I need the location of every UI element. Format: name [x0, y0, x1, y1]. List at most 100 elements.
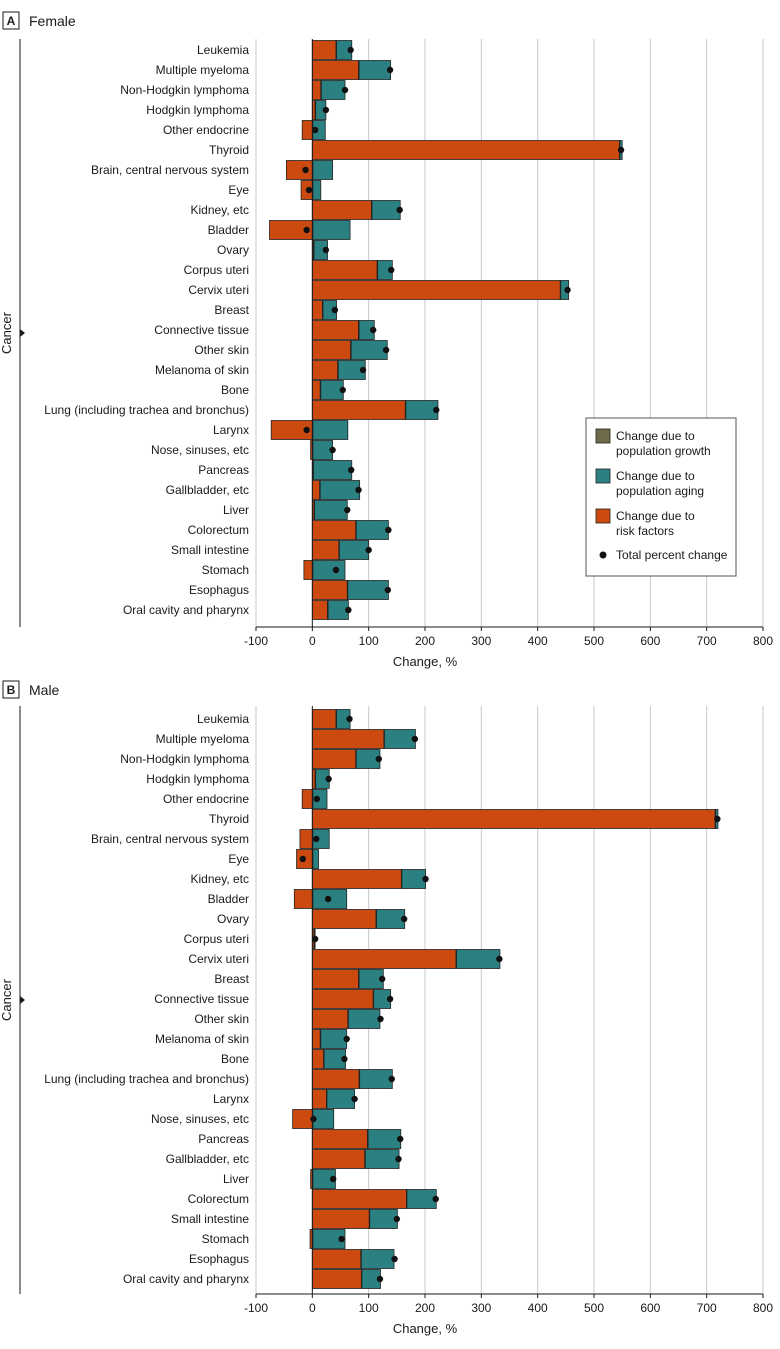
panel-letter: B	[7, 683, 16, 697]
x-axis-label: Change, %	[393, 1321, 458, 1336]
x-tick-label: -100	[244, 634, 268, 648]
bar-risk-factors	[311, 140, 620, 160]
x-tick-label: 0	[309, 1301, 316, 1315]
category-label: Small intestine	[171, 1212, 249, 1226]
category-label: Thyroid	[209, 812, 249, 826]
category-row: Lung (including trachea and bronchus)	[44, 400, 440, 420]
panel-title: Male	[29, 682, 60, 698]
category-row: Bladder	[208, 220, 351, 240]
bar-population-aging	[312, 560, 346, 580]
point-total-change	[347, 46, 354, 54]
category-row: Colorectum	[188, 520, 392, 540]
category-label: Lung (including trachea and bronchus)	[44, 1072, 249, 1086]
category-row: Leukemia	[197, 709, 353, 729]
category-label: Kidney, etc	[191, 872, 249, 886]
bar-risk-factors	[311, 1089, 327, 1109]
category-row: Cervix uteri	[188, 280, 571, 300]
category-row: Gallbladder, etc	[166, 1149, 402, 1169]
category-label: Thyroid	[209, 143, 249, 157]
point-total-change	[388, 266, 395, 274]
legend-label-aging: Change due to population aging	[616, 469, 704, 498]
y-axis-marker	[20, 329, 25, 337]
point-total-change	[386, 66, 394, 74]
bar-population-aging	[312, 1229, 346, 1249]
bar-risk-factors	[311, 1049, 325, 1069]
bar-risk-factors	[299, 829, 313, 849]
panel-a: A Female Cancer Leukemia Multiple myeloma Non…	[0, 11, 773, 669]
category-label: Bone	[221, 1052, 249, 1066]
point-total-change	[395, 1155, 402, 1163]
point-total-change	[311, 126, 319, 134]
bar-risk-factors	[311, 809, 716, 829]
category-label: Non-Hodgkin lymphoma	[120, 752, 249, 766]
category-row: Nose, sinuses, etc	[151, 440, 336, 460]
category-row: Other skin	[194, 340, 390, 360]
category-row: Connective tissue	[154, 989, 394, 1009]
point-total-change	[348, 466, 355, 474]
bar-risk-factors	[311, 60, 359, 80]
category-row: Kidney, etc	[191, 869, 429, 889]
category-row: Leukemia	[197, 40, 354, 60]
bar-population-aging	[358, 60, 392, 80]
point-total-change	[302, 166, 309, 174]
bar-risk-factors	[311, 480, 321, 500]
bar-risk-factors	[311, 300, 323, 320]
bar-population-aging	[326, 1089, 355, 1109]
x-tick-label: 500	[584, 634, 604, 648]
bar-population-aging	[312, 180, 322, 200]
category-label: Liver	[223, 503, 249, 517]
bar-risk-factors	[311, 1189, 407, 1209]
legend: Change due to population growth Change due…	[585, 417, 737, 577]
bar-population-aging	[456, 949, 501, 969]
point-total-change	[310, 1115, 317, 1123]
bar-risk-factors	[311, 1149, 366, 1169]
category-label: Hodgkin lymphoma	[146, 103, 249, 117]
category-row: Multiple myeloma	[156, 729, 419, 749]
category-label: Ovary	[217, 243, 249, 257]
point-total-change	[382, 346, 390, 354]
category-label: Stomach	[202, 1232, 249, 1246]
x-tick-label: 100	[359, 634, 379, 648]
category-label: Eye	[228, 183, 249, 197]
category-label: Pancreas	[198, 1132, 249, 1146]
category-row: Stomach	[202, 560, 346, 580]
x-axis-label: Change, %	[393, 654, 458, 669]
category-label: Bone	[221, 383, 249, 397]
x-tick-label: 200	[415, 1301, 435, 1315]
category-label: Cervix uteri	[188, 283, 249, 297]
point-total-change	[344, 506, 351, 514]
category-row: Bone	[221, 380, 346, 400]
legend-box	[585, 417, 737, 577]
bar-population-aging	[312, 160, 334, 180]
category-row: Bone	[221, 1049, 348, 1069]
bar-population-aging	[384, 729, 416, 749]
category-label: Colorectum	[188, 1192, 249, 1206]
category-label: Stomach	[202, 563, 249, 577]
bar-risk-factors	[311, 869, 402, 889]
bar-risk-factors	[311, 580, 348, 600]
x-tick-label: 400	[528, 634, 548, 648]
category-label: Multiple myeloma	[156, 732, 250, 746]
point-total-change	[351, 1095, 358, 1103]
point-total-change	[338, 1235, 345, 1243]
category-row: Hodgkin lymphoma	[146, 769, 332, 789]
bar-risk-factors	[311, 1029, 321, 1049]
panel-letter-box	[2, 680, 20, 699]
bar-population-aging	[338, 540, 370, 560]
category-label: Other skin	[194, 343, 249, 357]
bar-risk-factors	[311, 280, 561, 300]
bar-risk-factors	[293, 889, 313, 909]
category-row: Eye	[228, 849, 319, 869]
point-total-change	[341, 1055, 348, 1063]
category-label: Brain, central nervous system	[91, 832, 249, 846]
category-label: Esophagus	[189, 583, 249, 597]
bar-population-aging	[320, 1029, 348, 1049]
x-tick-label: 600	[640, 634, 660, 648]
category-label: Oral cavity and pharynx	[123, 1272, 249, 1286]
point-total-change	[432, 1195, 439, 1203]
category-row: Eye	[228, 180, 322, 200]
category-row: Brain, central nervous system	[91, 829, 330, 849]
bar-population-aging	[312, 849, 319, 869]
bar-risk-factors	[311, 1069, 360, 1089]
